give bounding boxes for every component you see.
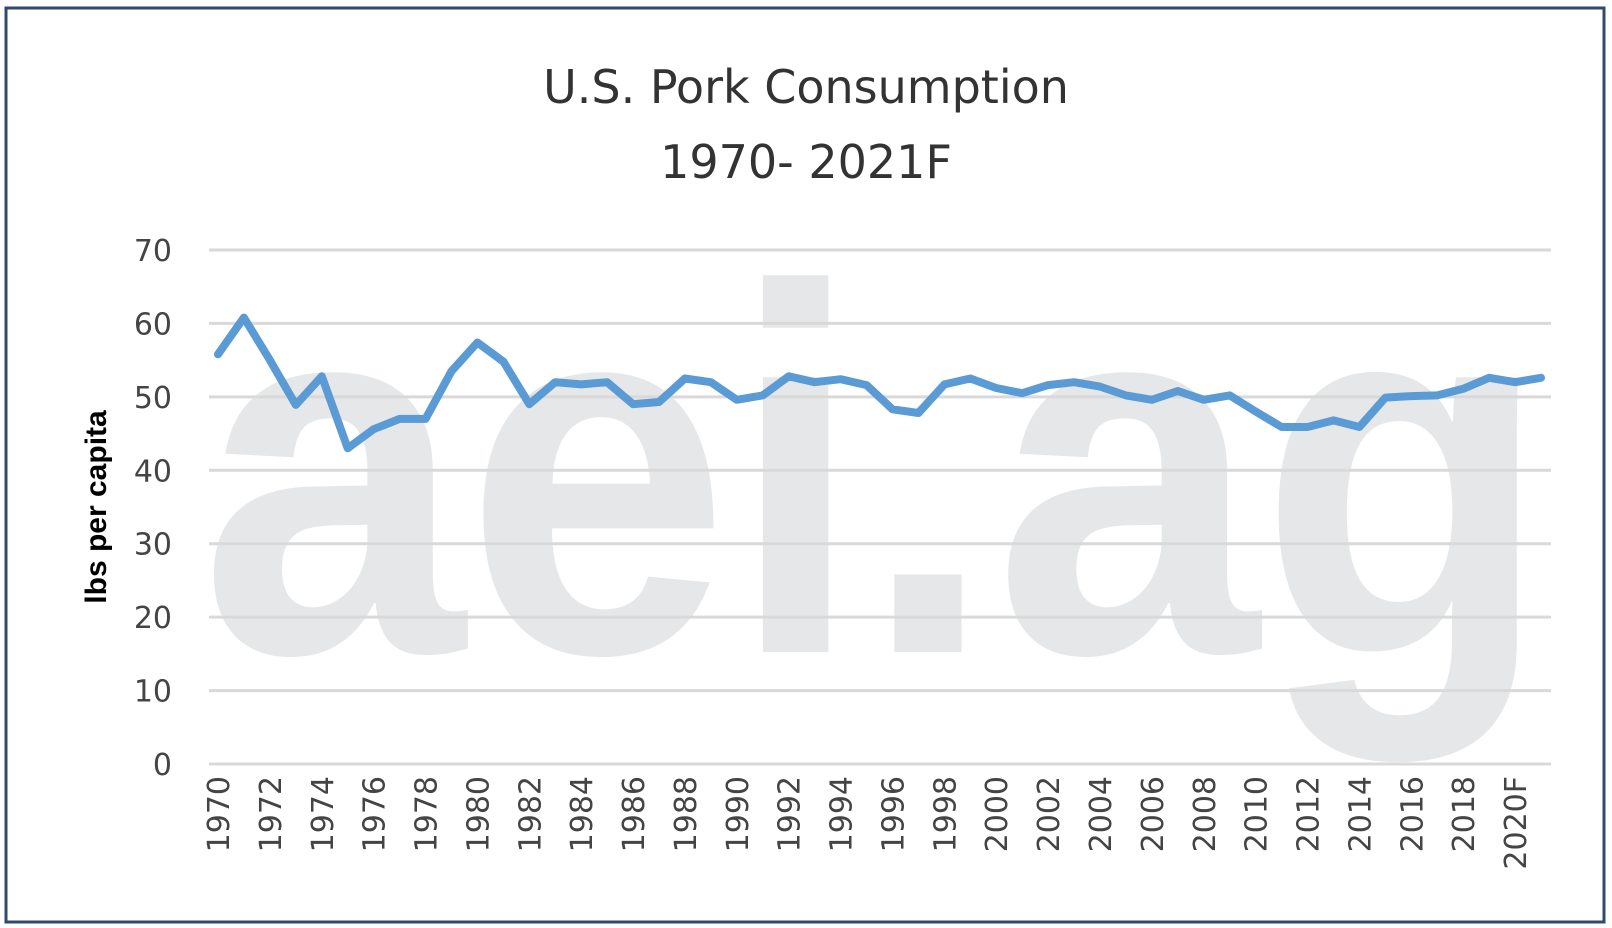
x-tick-label: 1994	[825, 776, 860, 852]
x-tick-label: 1998	[928, 776, 963, 852]
y-tick-label: 30	[134, 528, 172, 563]
x-tick-label: 2012	[1292, 776, 1327, 852]
x-tick-label: 1988	[669, 776, 704, 852]
y-axis-label: lbs per capita	[80, 410, 113, 604]
x-tick-label: 1982	[513, 776, 548, 852]
y-tick-label: 50	[134, 381, 172, 416]
y-tick-label: 10	[134, 675, 172, 710]
chart-subtitle: 1970- 2021F	[660, 135, 952, 189]
x-tick-label: 2014	[1343, 776, 1378, 852]
series-line	[214, 313, 1545, 453]
x-tick-label: 1974	[306, 776, 341, 852]
x-tick-label: 2006	[1136, 776, 1171, 852]
x-tick-label: 2010	[1240, 776, 1275, 852]
x-axis-ticks: 1970 1972 1974 1976 1978 1980 1982 1984 1986 1988…	[202, 776, 1534, 870]
y-axis-ticks: 0 10 20 30 40 50 60 70	[134, 234, 172, 783]
y-tick-label: 40	[134, 454, 172, 489]
x-tick-label: 2020F	[1499, 776, 1534, 870]
x-tick-label: 1978	[410, 776, 445, 852]
x-tick-label: 1986	[617, 776, 652, 852]
watermark-logo: aei.ag	[200, 182, 1550, 766]
x-tick-label: 2000	[980, 776, 1015, 852]
x-tick-label: 1996	[876, 776, 911, 852]
x-tick-label: 2002	[1032, 776, 1067, 852]
chart-title: U.S. Pork Consumption	[543, 60, 1069, 114]
y-tick-label: 60	[134, 307, 172, 342]
y-tick-label: 70	[134, 234, 172, 269]
series-layer	[214, 313, 1545, 453]
x-tick-label: 1992	[773, 776, 808, 852]
x-tick-label: 1972	[254, 776, 289, 852]
x-tick-label: 1976	[358, 776, 393, 852]
x-tick-label: 2004	[1084, 776, 1119, 852]
y-tick-label: 20	[134, 601, 172, 636]
x-tick-label: 2016	[1395, 776, 1430, 852]
x-tick-label: 2008	[1188, 776, 1223, 852]
x-tick-label: 1984	[565, 776, 600, 852]
x-tick-label: 2018	[1447, 776, 1482, 852]
y-tick-label: 0	[153, 748, 172, 783]
x-tick-label: 1980	[461, 776, 496, 852]
x-tick-label: 1970	[202, 776, 237, 852]
chart-frame	[4, 6, 1606, 924]
x-tick-label: 1990	[721, 776, 756, 852]
